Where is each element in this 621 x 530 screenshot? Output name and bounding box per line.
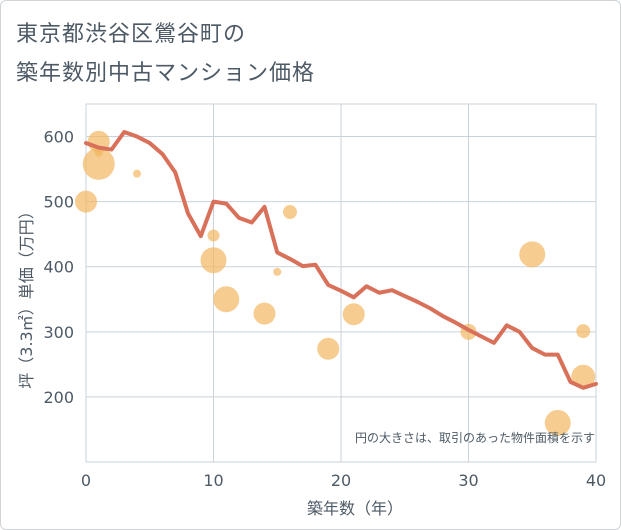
x-tick-label: 10 bbox=[203, 471, 223, 490]
y-tick-label: 500 bbox=[43, 193, 74, 212]
x-axis-label: 築年数（年） bbox=[307, 499, 403, 518]
data-bubble bbox=[213, 286, 240, 313]
x-tick-label: 30 bbox=[458, 471, 478, 490]
x-tick-label: 0 bbox=[81, 471, 91, 490]
y-tick-label: 600 bbox=[43, 128, 74, 147]
average-price-line bbox=[84, 129, 598, 390]
data-bubble bbox=[75, 190, 97, 213]
data-bubble bbox=[576, 324, 591, 339]
data-bubble bbox=[94, 148, 103, 157]
axis-ticks: 0 10 20 30 40 200 300 400 500 600 bbox=[43, 128, 606, 490]
data-bubble bbox=[273, 267, 282, 276]
data-bubble bbox=[253, 302, 276, 325]
y-axis-label: 坪（3.3㎡）単価（万円） bbox=[17, 203, 36, 388]
bubble-series bbox=[75, 130, 596, 436]
data-bubble bbox=[519, 241, 546, 268]
data-bubble bbox=[342, 303, 365, 326]
y-tick-label: 200 bbox=[43, 388, 74, 407]
x-tick-label: 40 bbox=[586, 471, 606, 490]
data-bubble bbox=[133, 169, 141, 178]
grid-lines bbox=[85, 103, 597, 463]
y-tick-label: 300 bbox=[43, 323, 74, 342]
data-bubble bbox=[317, 337, 340, 360]
data-bubble bbox=[544, 409, 571, 436]
data-bubble bbox=[207, 229, 220, 242]
y-tick-label: 400 bbox=[43, 258, 74, 277]
x-tick-label: 20 bbox=[331, 471, 351, 490]
data-bubble bbox=[571, 364, 596, 389]
trend-line-layer bbox=[84, 129, 598, 390]
data-bubble bbox=[82, 147, 115, 180]
chart-title-line1: 東京都渋谷区鶯谷町の bbox=[16, 22, 247, 47]
bubble-size-note: 円の大きさは、取引のあった物件面積を示す bbox=[355, 430, 595, 445]
data-bubble bbox=[283, 205, 297, 220]
chart-title-line2: 築年数別中古マンション価格 bbox=[16, 61, 316, 86]
data-bubble bbox=[200, 247, 227, 274]
